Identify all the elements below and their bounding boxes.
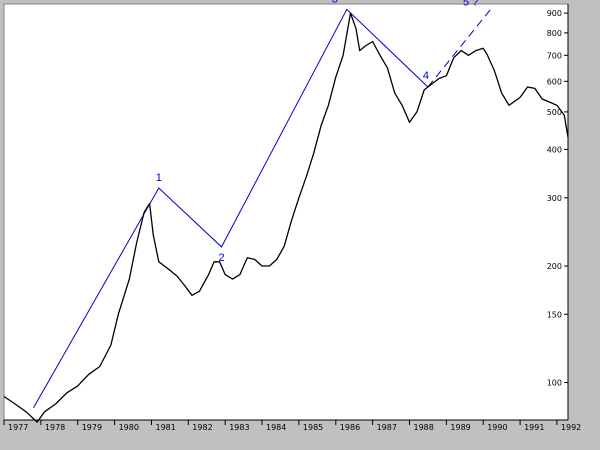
x-tick-label-1982: 1982 (192, 423, 212, 432)
y-axis: 900 800 700 600 500 400 300 200 150 100 (547, 4, 569, 420)
x-tick-label-1981: 1981 (156, 423, 176, 432)
x-tick-label-1988: 1988 (414, 423, 434, 432)
x-tick-label-1990: 1990 (487, 423, 507, 432)
x-tick-label-1989: 1989 (450, 423, 470, 432)
x-tick-label-1985: 1985 (303, 423, 323, 432)
x-tick-label-1980: 1980 (119, 423, 139, 432)
wave-projection-line (427, 9, 491, 88)
x-tick-label-1992: 1992 (561, 423, 581, 432)
x-tick-label-1986: 1986 (340, 423, 360, 432)
x-tick-label-1987: 1987 (377, 423, 397, 432)
wave-label-3: 3 (332, 0, 338, 5)
y-tick-label-900: 900 (547, 9, 562, 18)
wave-label-2: 2 (218, 252, 224, 264)
x-tick-label-1977: 1977 (8, 423, 28, 432)
x-tick-label-1978: 1978 (45, 423, 65, 432)
y-tick-label-100: 100 (547, 379, 562, 388)
x-tick-label-1991: 1991 (524, 423, 544, 432)
x-axis: 1977 1978 1979 1980 1981 1982 1983 1984 1985 1986… (3, 419, 581, 432)
plot-area (4, 4, 568, 420)
y-tick-label-500: 500 (547, 108, 562, 117)
wave-labels: 1 2 3 4 5 ? (156, 0, 479, 264)
y-tick-label-700: 700 (547, 51, 562, 60)
series-line-0 (3, 12, 569, 423)
y-tick-label-600: 600 (547, 77, 562, 86)
y-tick-label-200: 200 (547, 262, 562, 271)
y-tick-label-800: 800 (547, 29, 562, 38)
x-tick-label-1984: 1984 (266, 423, 286, 432)
wave-label-1: 1 (156, 172, 162, 184)
y-tick-label-300: 300 (547, 194, 562, 203)
y-tick-label-400: 400 (547, 145, 562, 154)
wave-label-5: 5 ? (463, 0, 478, 8)
x-tick-label-1983: 1983 (229, 423, 249, 432)
x-tick-label-1979: 1979 (82, 423, 102, 432)
series-layer (3, 12, 569, 423)
y-tick-label-150: 150 (547, 310, 562, 319)
wave-overlay (33, 8, 491, 409)
wave-label-4: 4 (423, 70, 429, 82)
wave-line (33, 8, 429, 409)
